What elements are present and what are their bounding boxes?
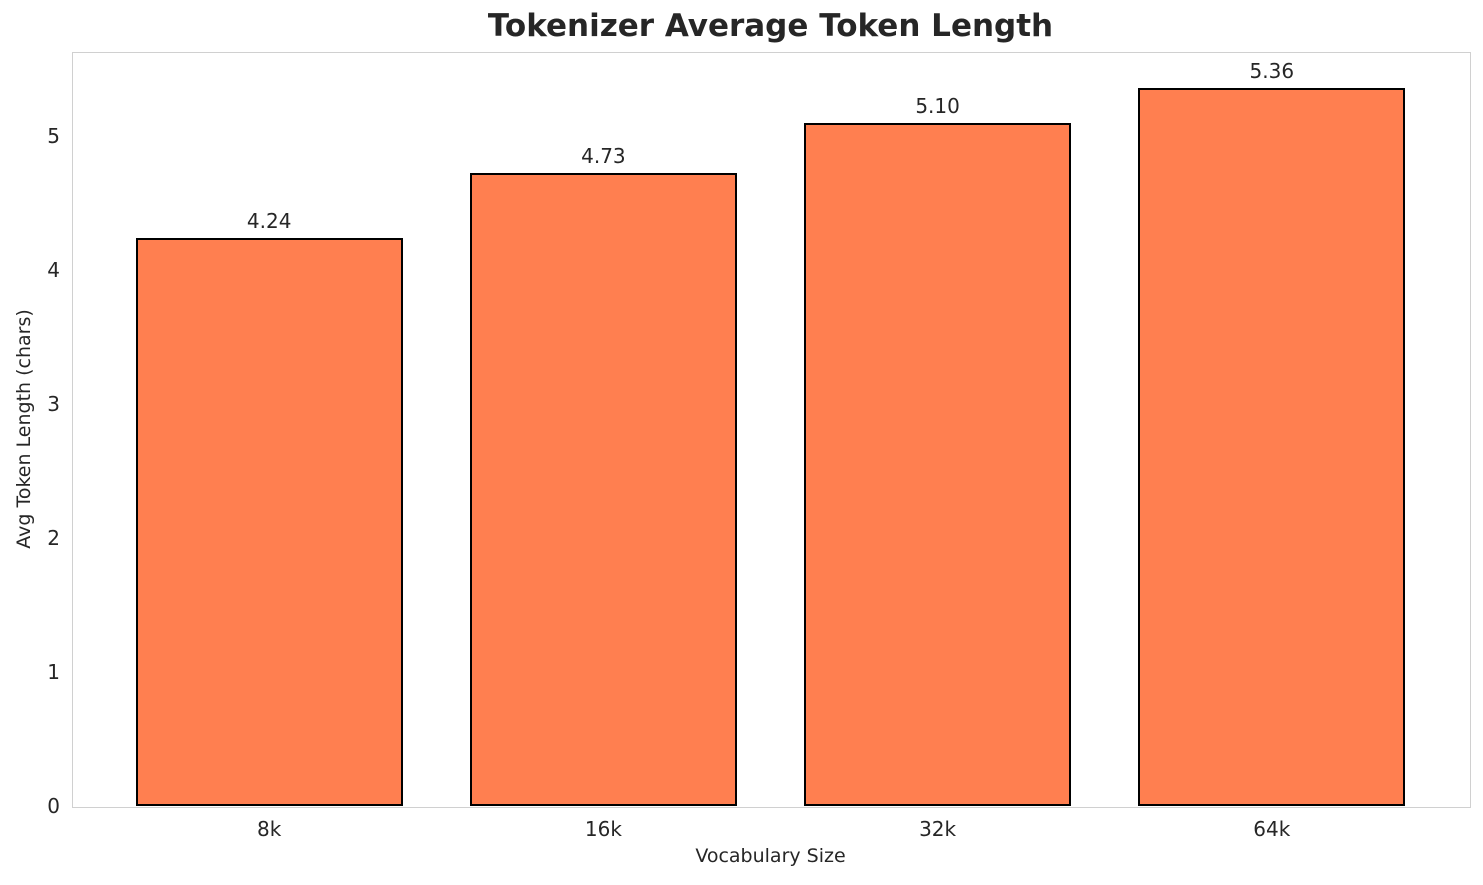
bar-16k <box>469 172 738 806</box>
x-tick-label: 16k <box>584 817 622 841</box>
y-tick-label: 1 <box>47 660 60 685</box>
y-tick-label: 4 <box>47 258 60 283</box>
bar-value-label: 4.73 <box>581 143 626 168</box>
bar-64k <box>1138 88 1406 806</box>
x-axis-label: Vocabulary Size <box>695 845 846 867</box>
bar-value-label: 4.24 <box>246 209 292 234</box>
x-tick-label: 64k <box>1253 817 1291 841</box>
y-axis-label: Avg Token Length (chars) <box>13 309 35 549</box>
y-tick-label: 0 <box>47 794 60 818</box>
chart-title: Tokenizer Average Token Length <box>487 8 1054 44</box>
y-tick-label: 2 <box>47 526 60 551</box>
y-tick-label: 5 <box>47 124 60 149</box>
x-tick-label: 32k <box>919 817 957 841</box>
bar-8k <box>135 238 403 806</box>
x-tick-label: 8k <box>257 817 282 841</box>
bar-value-label: 5.36 <box>1249 59 1295 84</box>
bar-value-label: 5.10 <box>915 93 960 118</box>
bar-32k <box>803 122 1072 806</box>
y-tick-label: 3 <box>47 392 60 417</box>
